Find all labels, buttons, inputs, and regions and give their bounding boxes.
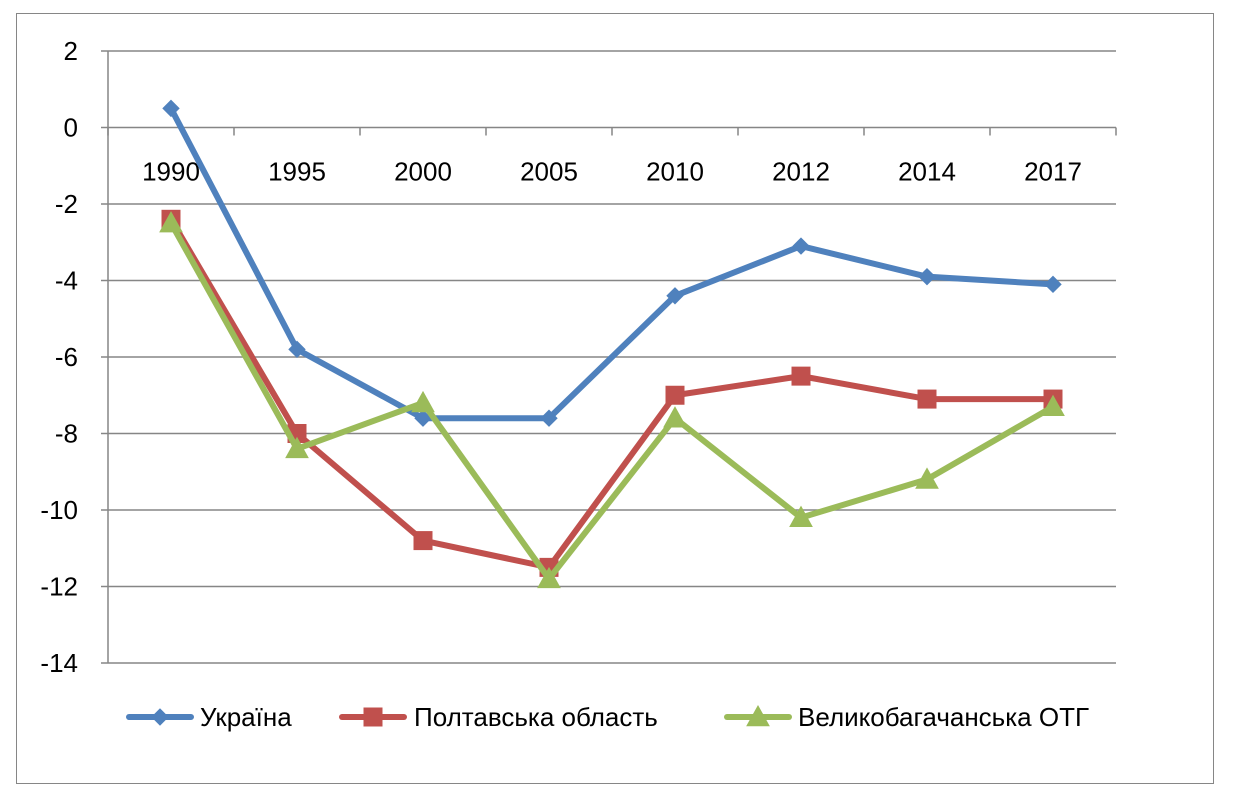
y-tick-label: -2: [55, 189, 78, 219]
x-tick-label: 1995: [268, 157, 326, 187]
legend-marker: [363, 707, 383, 727]
y-tick-label: -8: [55, 419, 78, 449]
legend-marker: [746, 704, 770, 727]
x-tick-label: 2010: [646, 157, 704, 187]
legend-entry-1: Україна: [126, 702, 292, 732]
data-point: [162, 99, 180, 118]
series-line: [168, 220, 1056, 582]
x-tick-label: 2014: [898, 157, 956, 187]
data-point: [159, 211, 183, 233]
data-point: [789, 505, 813, 527]
data-point: [1044, 275, 1062, 294]
series-line: [168, 105, 1056, 422]
data-point: [288, 340, 306, 359]
data-point: [666, 287, 684, 305]
data-point: [792, 237, 810, 255]
data-point: [1041, 394, 1065, 417]
x-tick-label: 1990: [142, 157, 200, 187]
legend-marker: [151, 708, 169, 726]
series-line: [168, 216, 1056, 571]
y-tick-label: -6: [55, 342, 78, 372]
legend-entry-3: Великобагачанська ОТГ: [724, 702, 1089, 732]
legend-label: Великобагачанська ОТГ: [798, 702, 1089, 732]
legend: Україна Полтавська область Великобагачансь…: [126, 702, 1089, 732]
y-tick-labels: 2 0 -2 -4 -6 -8 -10 -12 -14: [40, 36, 78, 678]
x-tick-label: 2017: [1024, 157, 1082, 187]
series-3: [159, 211, 1065, 589]
data-point: [285, 436, 309, 459]
series-1: [162, 99, 1062, 427]
x-tick-labels: 1990 1995 2000 2005 2010 2012 2014 2017: [142, 157, 1082, 187]
data-point: [411, 390, 435, 413]
data-point: [665, 385, 685, 405]
data-point: [917, 389, 937, 409]
y-tick-label: -14: [40, 648, 78, 678]
data-point: [663, 406, 687, 428]
y-tick-label: -4: [55, 266, 78, 296]
y-tick-label: -12: [40, 572, 78, 602]
data-point: [915, 467, 939, 489]
gridlines: [108, 50, 1116, 664]
legend-entry-2: Полтавська область: [339, 702, 658, 732]
data-point: [414, 409, 432, 427]
y-tick-label: 0: [64, 113, 78, 143]
data-point: [791, 366, 811, 386]
axes: [101, 50, 1117, 664]
series: [159, 99, 1065, 589]
data-point: [540, 409, 558, 427]
y-tick-label: 2: [64, 36, 78, 66]
x-tick-label: 2005: [520, 157, 578, 187]
x-tick-label: 2012: [772, 157, 830, 187]
data-point: [413, 531, 433, 551]
x-tick-label: 2000: [394, 157, 452, 187]
y-tick-label: -10: [40, 495, 78, 525]
data-point: [537, 566, 561, 589]
series-2: [161, 209, 1063, 577]
legend-label: Україна: [200, 702, 292, 732]
legend-label: Полтавська область: [414, 702, 658, 732]
data-point: [918, 267, 936, 286]
